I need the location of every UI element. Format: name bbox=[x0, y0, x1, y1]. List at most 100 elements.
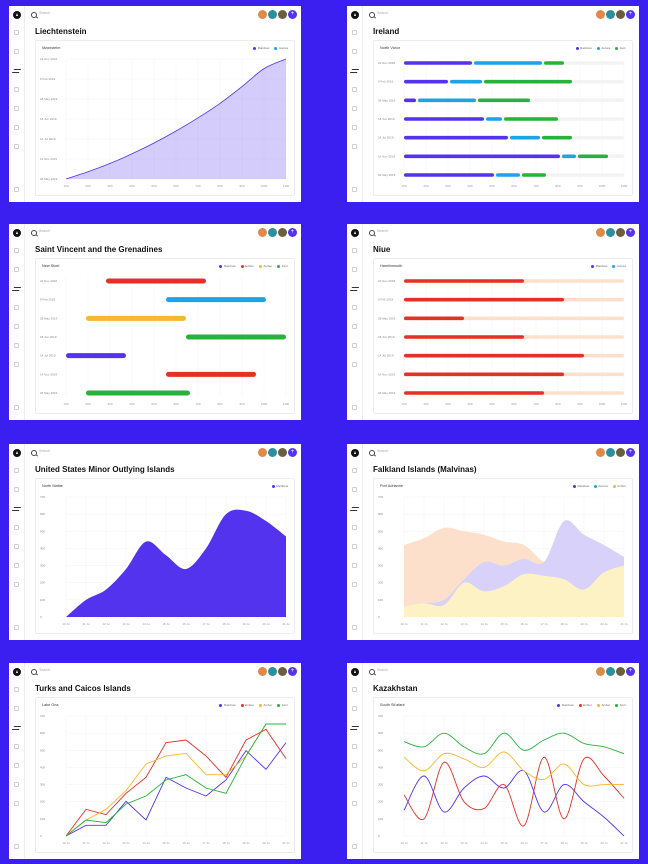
avatar[interactable] bbox=[616, 10, 625, 19]
calendar-icon[interactable] bbox=[14, 305, 19, 310]
chart-icon[interactable] bbox=[352, 563, 357, 568]
line-series[interactable] bbox=[65, 742, 287, 837]
bar[interactable] bbox=[404, 335, 524, 339]
logout-icon[interactable] bbox=[352, 187, 357, 192]
logout-icon[interactable] bbox=[352, 625, 357, 630]
activity-icon[interactable] bbox=[13, 68, 20, 73]
chart-icon[interactable] bbox=[14, 125, 19, 130]
add-user-button[interactable]: + bbox=[288, 228, 297, 237]
bar[interactable] bbox=[166, 297, 266, 303]
grid-icon[interactable] bbox=[352, 267, 357, 272]
grid-icon[interactable] bbox=[14, 487, 19, 492]
settings-icon[interactable] bbox=[352, 582, 357, 587]
bar-segment[interactable] bbox=[542, 135, 572, 140]
avatar[interactable] bbox=[278, 228, 287, 237]
logout-icon[interactable] bbox=[352, 405, 357, 410]
folder-icon[interactable] bbox=[352, 324, 357, 329]
legend-item[interactable]: Amber bbox=[612, 484, 626, 488]
legend-item[interactable]: Fern bbox=[615, 703, 626, 707]
grid-icon[interactable] bbox=[14, 267, 19, 272]
line-series[interactable] bbox=[65, 723, 286, 837]
bar[interactable] bbox=[404, 391, 544, 395]
search-icon[interactable] bbox=[369, 12, 375, 18]
calendar-icon[interactable] bbox=[14, 87, 19, 92]
avatar[interactable] bbox=[596, 228, 605, 237]
bar[interactable] bbox=[86, 315, 186, 321]
logout-icon[interactable] bbox=[14, 187, 19, 192]
avatar[interactable] bbox=[268, 10, 277, 19]
legend-item[interactable]: Aurora bbox=[612, 264, 626, 268]
avatar[interactable] bbox=[268, 448, 277, 457]
calendar-icon[interactable] bbox=[352, 744, 357, 749]
home-icon[interactable] bbox=[352, 248, 357, 253]
search-input[interactable]: Search bbox=[39, 229, 51, 233]
search-input[interactable]: Search bbox=[377, 668, 389, 672]
chart-icon[interactable] bbox=[352, 782, 357, 787]
grid-icon[interactable] bbox=[352, 487, 357, 492]
line-series[interactable] bbox=[65, 728, 287, 837]
bar-segment[interactable] bbox=[404, 79, 448, 84]
search-icon[interactable] bbox=[369, 450, 375, 456]
legend-item[interactable]: Rainbow bbox=[219, 264, 236, 268]
legend-item[interactable]: Amber bbox=[596, 703, 610, 707]
legend-item[interactable]: Fern bbox=[277, 703, 288, 707]
bar[interactable] bbox=[404, 372, 564, 377]
add-user-button[interactable]: + bbox=[288, 10, 297, 19]
legend-item[interactable]: Rainbow bbox=[591, 264, 607, 268]
avatar[interactable] bbox=[606, 228, 615, 237]
search-icon[interactable] bbox=[369, 230, 375, 236]
avatar[interactable] bbox=[616, 667, 625, 676]
legend-item[interactable]: Aurora bbox=[594, 484, 608, 488]
folder-icon[interactable] bbox=[352, 763, 357, 768]
activity-icon[interactable] bbox=[13, 725, 20, 730]
search-icon[interactable] bbox=[31, 669, 37, 675]
avatar[interactable] bbox=[258, 448, 267, 457]
activity-icon[interactable] bbox=[13, 506, 20, 511]
logout-icon[interactable] bbox=[14, 844, 19, 849]
legend-item[interactable]: Rainbow bbox=[572, 484, 589, 488]
bar-segment[interactable] bbox=[478, 98, 530, 103]
legend-item[interactable]: Rainbow bbox=[219, 703, 236, 707]
legend-item[interactable]: Amber bbox=[258, 703, 272, 707]
logo-icon[interactable] bbox=[13, 449, 21, 457]
bar-segment[interactable] bbox=[404, 98, 416, 103]
add-user-button[interactable]: + bbox=[626, 667, 635, 676]
calendar-icon[interactable] bbox=[14, 744, 19, 749]
grid-icon[interactable] bbox=[352, 49, 357, 54]
search-input[interactable]: Search bbox=[377, 449, 389, 453]
home-icon[interactable] bbox=[352, 30, 357, 35]
avatar[interactable] bbox=[606, 10, 615, 19]
avatar[interactable] bbox=[278, 10, 287, 19]
bar-segment[interactable] bbox=[578, 154, 608, 159]
folder-icon[interactable] bbox=[14, 324, 19, 329]
legend-item[interactable]: Rainbow bbox=[271, 484, 288, 488]
add-user-button[interactable]: + bbox=[626, 448, 635, 457]
grid-icon[interactable] bbox=[352, 706, 357, 711]
home-icon[interactable] bbox=[14, 687, 19, 692]
logo-icon[interactable] bbox=[13, 229, 21, 237]
settings-icon[interactable] bbox=[14, 801, 19, 806]
calendar-icon[interactable] bbox=[352, 305, 357, 310]
settings-icon[interactable] bbox=[14, 362, 19, 367]
folder-icon[interactable] bbox=[14, 544, 19, 549]
bar-segment[interactable] bbox=[484, 79, 572, 84]
legend-item[interactable]: Amber bbox=[258, 264, 272, 268]
search-icon[interactable] bbox=[31, 230, 37, 236]
folder-icon[interactable] bbox=[14, 763, 19, 768]
folder-icon[interactable] bbox=[14, 106, 19, 111]
line-series[interactable] bbox=[403, 751, 624, 787]
activity-icon[interactable] bbox=[351, 725, 358, 730]
search-icon[interactable] bbox=[31, 450, 37, 456]
logo-icon[interactable] bbox=[351, 449, 359, 457]
home-icon[interactable] bbox=[14, 30, 19, 35]
logo-icon[interactable] bbox=[351, 229, 359, 237]
logout-icon[interactable] bbox=[352, 844, 357, 849]
avatar[interactable] bbox=[268, 228, 277, 237]
chart-icon[interactable] bbox=[352, 343, 357, 348]
bar-segment[interactable] bbox=[404, 117, 484, 121]
bar-segment[interactable] bbox=[404, 173, 494, 177]
bar-segment[interactable] bbox=[474, 61, 542, 65]
logout-icon[interactable] bbox=[14, 405, 19, 410]
bar[interactable] bbox=[66, 353, 126, 359]
avatar[interactable] bbox=[596, 10, 605, 19]
